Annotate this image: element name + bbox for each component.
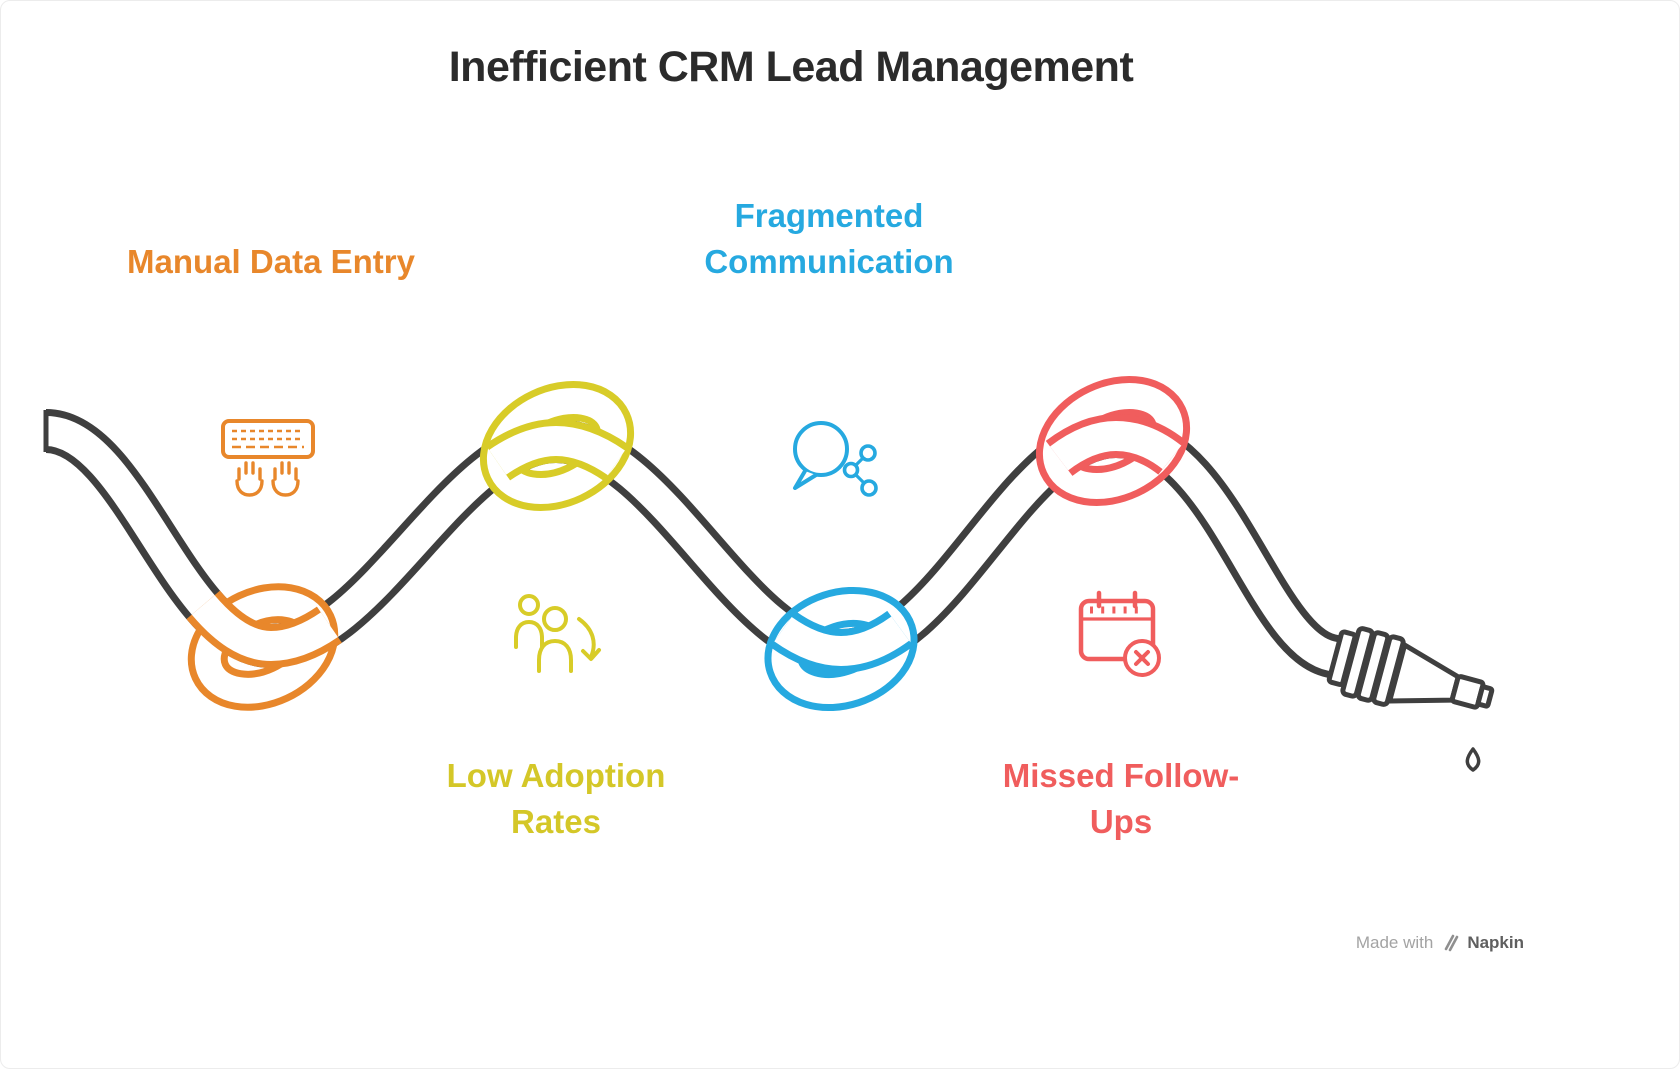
users-decline-arrow-icon	[514, 594, 601, 673]
knot-fragmented-communication	[764, 586, 918, 712]
node-label-line: Manual Data Entry	[127, 243, 415, 280]
node-label-line: Fragmented	[734, 197, 924, 234]
keyboard-typing-hands-icon	[221, 419, 315, 497]
knot-manual-data-entry	[186, 583, 342, 711]
label-missed-follow-ups: Missed Follow- Ups	[941, 753, 1301, 844]
calendar-x-icon	[1078, 590, 1161, 677]
label-fragmented-communication: Fragmented Communication	[649, 193, 1009, 284]
hose-nozzle	[1326, 626, 1495, 710]
napkin-logo-icon	[1445, 934, 1459, 952]
watermark: Made with Napkin	[1356, 933, 1524, 953]
label-low-adoption-rates: Low Adoption Rates	[376, 753, 736, 844]
knot-low-adoption-rates	[479, 381, 635, 511]
node-label-line: Missed Follow-	[1002, 757, 1240, 794]
node-label-line: Rates	[511, 802, 601, 840]
node-label-line: Communication	[704, 242, 954, 280]
watermark-brand-text: Napkin	[1467, 933, 1524, 952]
node-label-line: Low Adoption	[446, 757, 666, 794]
diagram-title: Inefficient CRM Lead Management	[448, 43, 1134, 91]
water-drop-icon	[1465, 747, 1481, 772]
knot-missed-follow-ups	[1035, 376, 1191, 506]
label-manual-data-entry: Manual Data Entry	[91, 239, 451, 285]
watermark-made-with-text: Made with	[1355, 933, 1434, 952]
chat-bubbles-share-icon	[793, 421, 878, 497]
node-label-line: Ups	[1089, 802, 1153, 840]
